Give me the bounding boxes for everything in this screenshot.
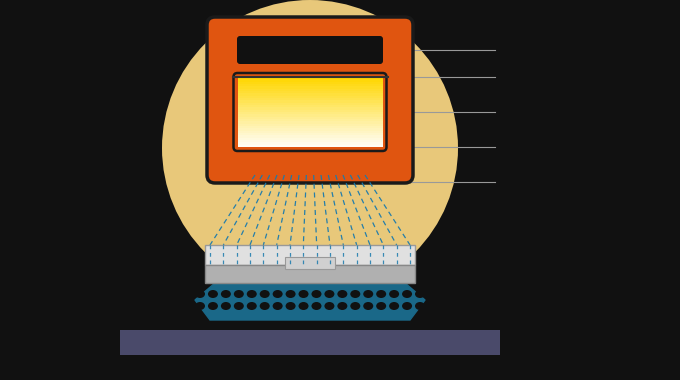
- Ellipse shape: [299, 302, 309, 310]
- Ellipse shape: [286, 302, 296, 310]
- Bar: [237, 96, 382, 98]
- FancyBboxPatch shape: [237, 36, 383, 64]
- Ellipse shape: [195, 290, 205, 298]
- Bar: [205, 265, 415, 283]
- Ellipse shape: [208, 290, 218, 298]
- Bar: [237, 89, 382, 91]
- Ellipse shape: [286, 290, 296, 298]
- Bar: [237, 112, 382, 114]
- Ellipse shape: [311, 302, 322, 310]
- Bar: [120, 330, 500, 355]
- Bar: [237, 128, 382, 131]
- Ellipse shape: [337, 290, 347, 298]
- Ellipse shape: [363, 302, 373, 310]
- Ellipse shape: [195, 302, 205, 310]
- Ellipse shape: [311, 290, 322, 298]
- Bar: [237, 110, 382, 112]
- Ellipse shape: [402, 290, 412, 298]
- Bar: [237, 107, 382, 110]
- Ellipse shape: [234, 290, 244, 298]
- Ellipse shape: [376, 290, 386, 298]
- Ellipse shape: [208, 302, 218, 310]
- Ellipse shape: [389, 302, 399, 310]
- Bar: [237, 91, 382, 93]
- Ellipse shape: [260, 290, 270, 298]
- Ellipse shape: [273, 290, 283, 298]
- Bar: [237, 79, 382, 82]
- Bar: [237, 138, 382, 140]
- Bar: [237, 126, 382, 128]
- Ellipse shape: [260, 302, 270, 310]
- Bar: [237, 98, 382, 100]
- Bar: [237, 142, 382, 145]
- Bar: [237, 100, 382, 103]
- Polygon shape: [195, 283, 425, 300]
- Ellipse shape: [350, 302, 360, 310]
- Ellipse shape: [247, 290, 257, 298]
- Ellipse shape: [376, 302, 386, 310]
- Ellipse shape: [350, 290, 360, 298]
- Ellipse shape: [221, 290, 231, 298]
- Ellipse shape: [299, 290, 309, 298]
- Bar: [237, 124, 382, 126]
- Bar: [237, 86, 382, 89]
- Bar: [237, 103, 382, 105]
- Bar: [237, 77, 382, 79]
- Ellipse shape: [247, 302, 257, 310]
- Ellipse shape: [234, 302, 244, 310]
- Ellipse shape: [415, 290, 425, 298]
- Bar: [237, 140, 382, 142]
- Ellipse shape: [337, 302, 347, 310]
- Bar: [237, 105, 382, 107]
- Circle shape: [162, 0, 458, 296]
- Bar: [237, 133, 382, 135]
- Bar: [237, 117, 382, 119]
- Polygon shape: [195, 300, 425, 320]
- Bar: [237, 135, 382, 138]
- Bar: [237, 131, 382, 133]
- Ellipse shape: [324, 302, 335, 310]
- Ellipse shape: [402, 302, 412, 310]
- Ellipse shape: [324, 290, 335, 298]
- Bar: [205, 245, 415, 265]
- Ellipse shape: [273, 302, 283, 310]
- FancyBboxPatch shape: [207, 17, 413, 183]
- Ellipse shape: [415, 302, 425, 310]
- Bar: [237, 93, 382, 96]
- Ellipse shape: [389, 290, 399, 298]
- Ellipse shape: [221, 302, 231, 310]
- Ellipse shape: [363, 290, 373, 298]
- Bar: [237, 82, 382, 84]
- Bar: [237, 119, 382, 121]
- Bar: [237, 114, 382, 117]
- Bar: [237, 84, 382, 86]
- Bar: [237, 145, 382, 147]
- Bar: [285, 257, 335, 269]
- Bar: [237, 121, 382, 124]
